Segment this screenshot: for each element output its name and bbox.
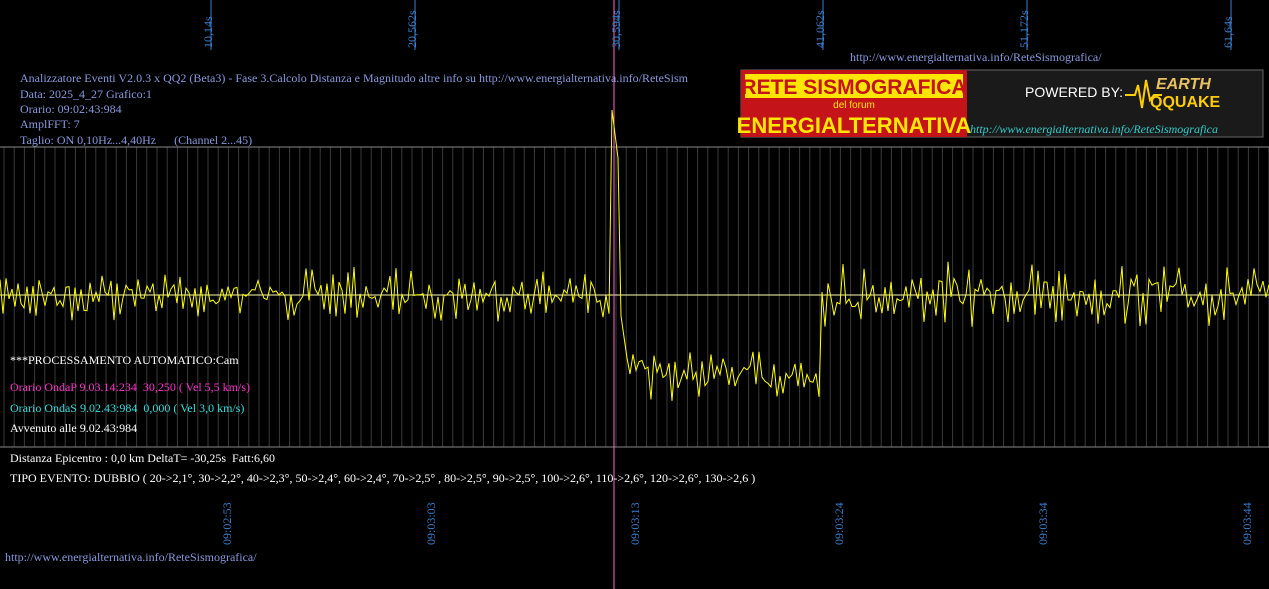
logo-title: RETE SISMOGRAFICA: [741, 76, 966, 99]
logo-subtitle: del forum: [833, 100, 875, 111]
onda-p: Orario OndaP 9.03.14:234 30,250 ( Vel 5,…: [10, 380, 250, 394]
onda-s: Orario OndaS 9.02.43:984 0,000 ( Vel 3,0…: [10, 401, 244, 415]
event-type: TIPO EVENTO: DUBBIO ( 20->2,1°, 30->2,2°…: [10, 471, 755, 485]
top-link: http://www.energialternativa.info/ReteSi…: [850, 50, 1102, 64]
info-line: AmplFFT: 7: [20, 117, 80, 131]
logo-name: ENERGIALTERNATIVA: [737, 113, 972, 138]
clock-label: 09:03:13: [628, 502, 642, 545]
occurred: Avvenuto alle 9.02.43:984: [10, 421, 137, 435]
logo-powered: POWERED BY:: [1025, 84, 1123, 100]
clock-label: 09:03:34: [1036, 502, 1050, 545]
distance: Distanza Epicentro : 0,0 km DeltaT= -30,…: [10, 451, 275, 465]
time-label: 51,172s: [1017, 10, 1031, 48]
clock-label: 09:03:44: [1240, 502, 1254, 545]
clock-label: 09:03:24: [832, 502, 846, 545]
logo-icon: [1125, 79, 1162, 109]
info-line: Taglio: ON 0,10Hz...4,40Hz (Channel 2...…: [20, 133, 252, 147]
logo-yellow: [745, 74, 963, 98]
logo-brand: QQUAKE: [1150, 94, 1221, 111]
time-label: 61,64s: [1221, 16, 1235, 48]
clock-label: 09:02:53: [220, 502, 234, 545]
info-line: Orario: 09:02:43:984: [20, 102, 122, 116]
waveform: [0, 109, 1269, 401]
info-line: Analizzatore Eventi V2.0.3 x QQ2 (Beta3)…: [20, 71, 689, 85]
logo: RETE SISMOGRAFICA del forum ENERGIALTERN…: [737, 69, 1264, 138]
info-line: Data: 2025_4_27 Grafico:1: [20, 87, 152, 101]
time-label: 41,062s: [813, 10, 827, 48]
processing-title: ***PROCESSAMENTO AUTOMATICO:Cam: [10, 353, 239, 367]
logo-brand: EARTH: [1156, 76, 1211, 93]
clock-label: 09:03:03: [424, 502, 438, 545]
logo-link: http://www.energialternativa.info/ReteSi…: [970, 122, 1218, 136]
time-label: 30,594s: [609, 10, 623, 48]
time-label: 20,562s: [405, 10, 419, 48]
bottom-link: http://www.energialternativa.info/ReteSi…: [5, 550, 257, 564]
time-label: 10,14s: [201, 16, 215, 48]
